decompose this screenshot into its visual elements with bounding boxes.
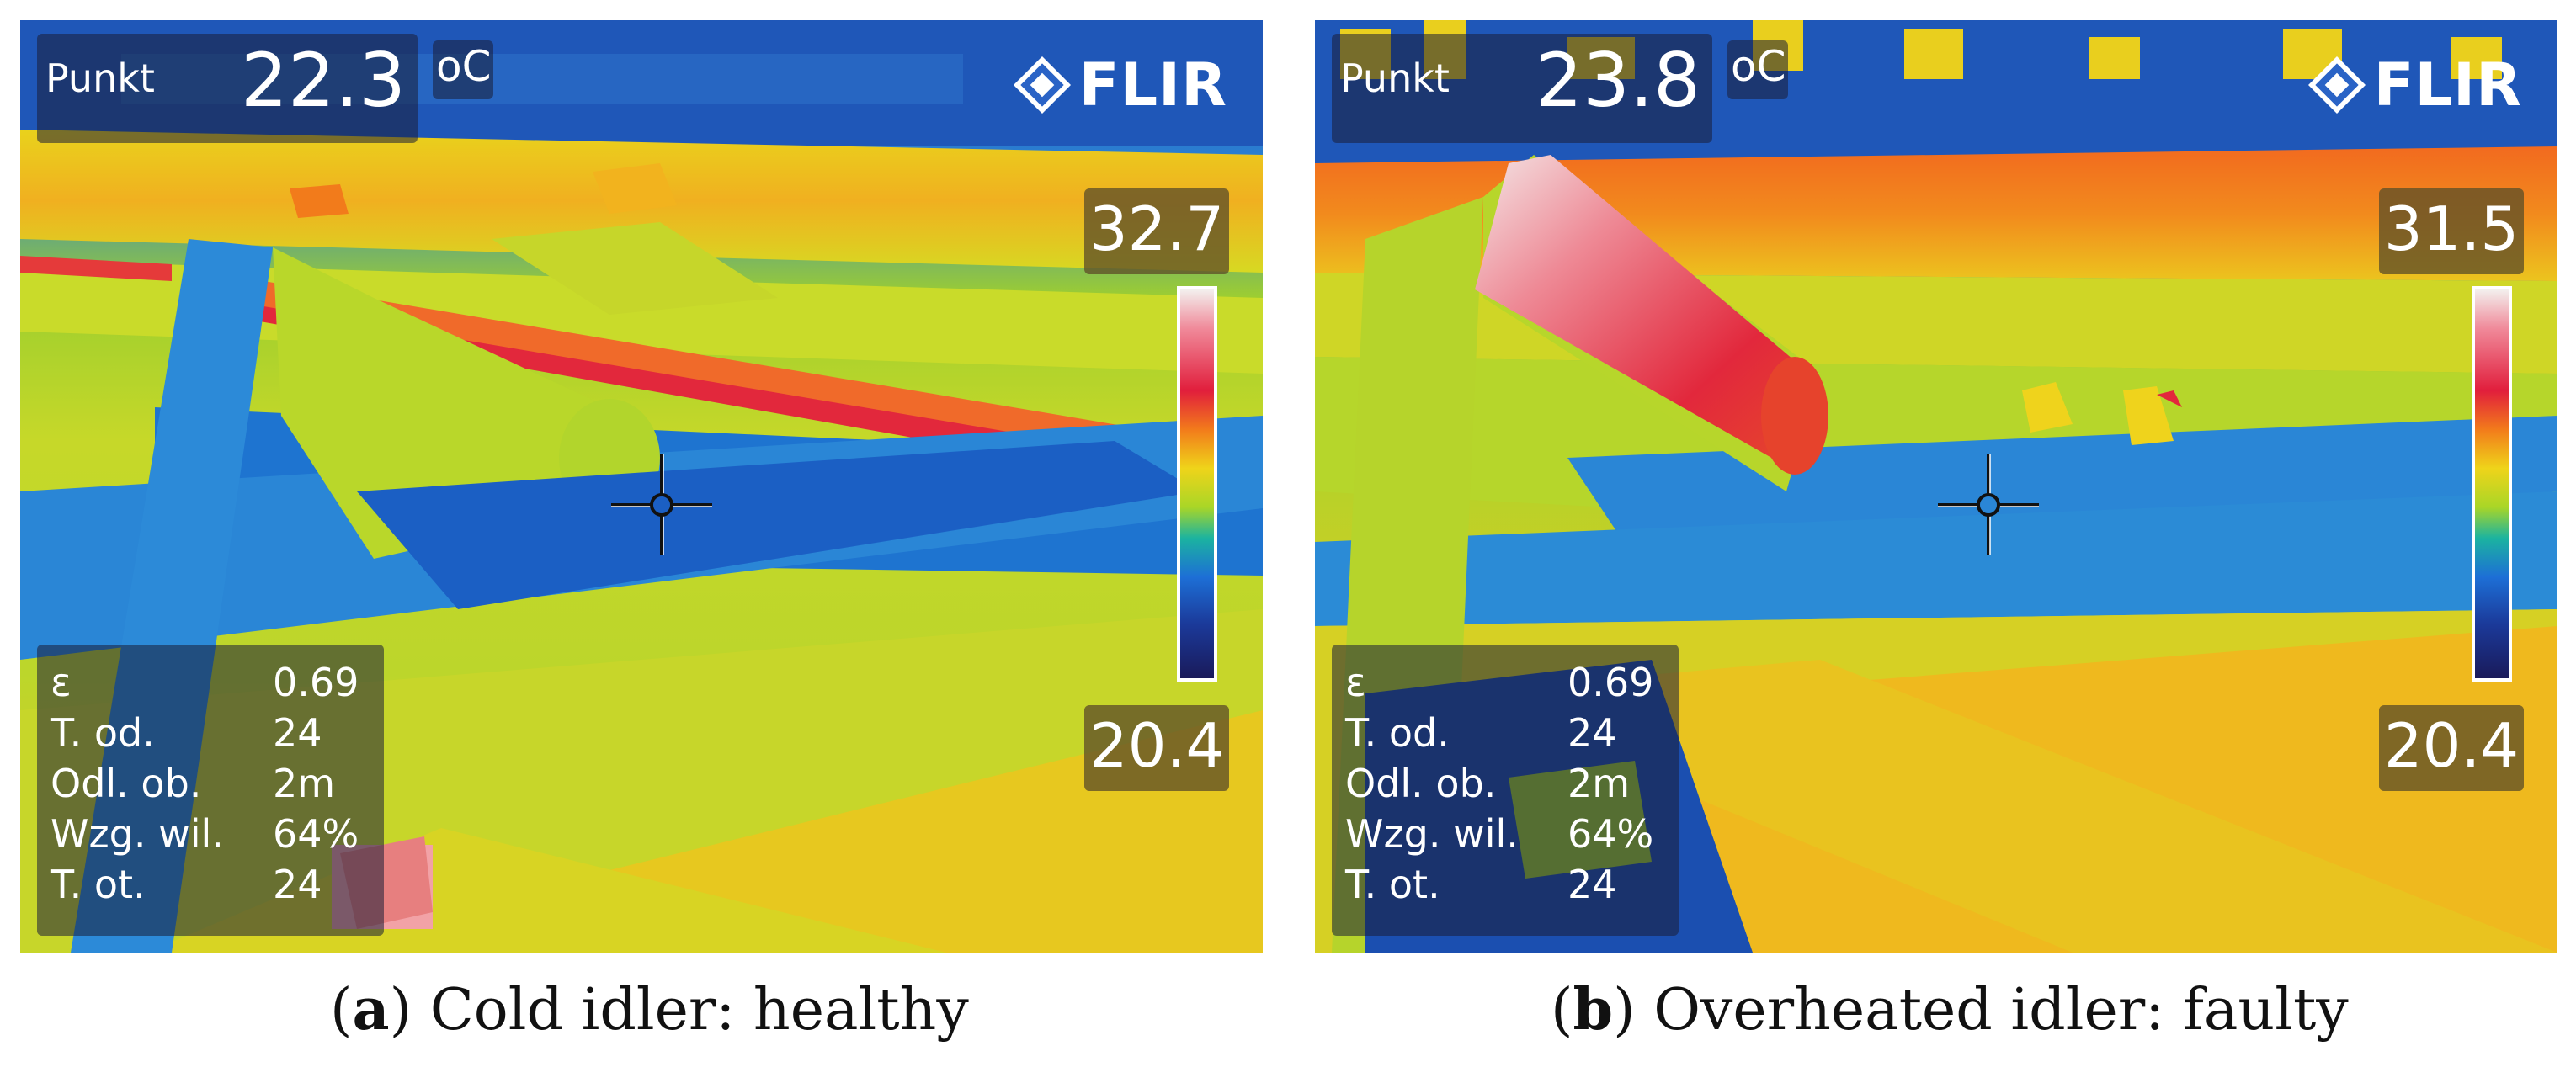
spot-meter-box [1332,34,1712,143]
caption-letter: a [352,976,390,1043]
camera-params-box [37,645,384,936]
param-value: 0.69 [1567,660,1654,705]
param-value: 24 [1567,862,1617,907]
temperature-scale-bar [2472,286,2512,682]
flir-brand: FLIR [1010,50,1227,119]
scale-min-value: 20.4 [2383,710,2520,781]
scale-max-value: 32.7 [1088,194,1225,264]
param-label: Wzg. wil. [1345,811,1519,857]
spot-meter-box [37,34,418,143]
spot-value: 23.8 [1535,37,1700,124]
crosshair-icon [611,454,712,555]
param-label: ε [1345,660,1366,705]
param-value: 0.69 [273,660,359,705]
crosshair-icon [1938,454,2039,555]
thermal-image-b: Punkt 23.8 oC FLIR 31.5 20.4 ε 0.69 T. o… [1315,20,2557,953]
flir-logo-icon [1013,56,1071,114]
spot-value: 22.3 [241,37,406,124]
scale-min-box [2379,705,2524,791]
caption-text: Overheated idler: faulty [1635,977,2349,1043]
param-label: T. od. [51,710,155,756]
param-value: 2m [1567,761,1631,806]
spot-label: Punkt [45,56,155,101]
scale-max-value: 31.5 [2383,194,2520,264]
unit-label: oC [436,42,492,91]
flir-brand: FLIR [2305,50,2522,119]
param-label: T. ot. [51,862,146,907]
unit-label: oC [1731,42,1786,91]
scale-min-box [1084,705,1229,791]
scale-max-box [1084,188,1229,274]
temperature-scale-bar [1177,286,1217,682]
param-value: 2m [273,761,336,806]
param-label: T. ot. [1345,862,1440,907]
param-label: Odl. ob. [1345,761,1497,806]
caption-b: (b) Overheated idler: faulty [1551,976,2349,1043]
param-label: T. od. [1345,710,1450,756]
param-label: Wzg. wil. [51,811,224,857]
scale-min-value: 20.4 [1088,710,1225,781]
param-value: 24 [273,710,322,756]
caption-text: Cold idler: healthy [412,977,969,1043]
unit-box [433,40,493,99]
param-value: 24 [1567,710,1617,756]
param-value: 64% [1567,811,1654,857]
spot-label: Punkt [1340,56,1450,101]
param-label: ε [51,660,72,705]
param-value: 64% [273,811,359,857]
camera-params-box [1332,645,1679,936]
flir-wordmark: FLIR [2373,50,2522,119]
unit-box [1727,40,1788,99]
thermal-scene-a [20,20,1263,953]
param-label: Odl. ob. [51,761,202,806]
thermal-image-a: Punkt 22.3 oC FLIR 32.7 20.4 ε 0.69 T. o… [20,20,1263,953]
thermal-scene-b [1315,20,2557,953]
caption-letter: b [1573,976,1614,1043]
caption-a: (a) Cold idler: healthy [330,976,969,1043]
param-value: 24 [273,862,322,907]
flir-logo-icon [2307,56,2366,114]
flir-wordmark: FLIR [1078,50,1227,119]
scale-max-box [2379,188,2524,274]
